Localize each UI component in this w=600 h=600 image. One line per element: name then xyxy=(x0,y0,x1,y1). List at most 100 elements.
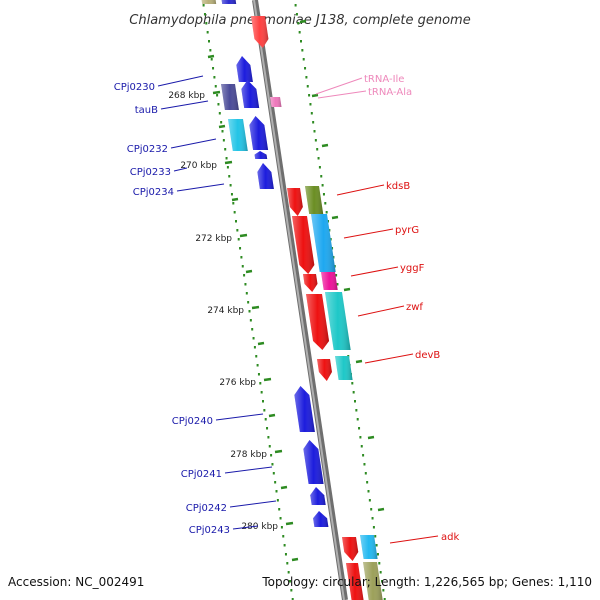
gene-feature-red-3[interactable] xyxy=(303,274,318,292)
gene-label-cpj0234[interactable]: CPj0234 xyxy=(133,187,174,198)
gene-zwf[interactable] xyxy=(325,292,351,350)
gene-feature-top-left[interactable] xyxy=(201,0,217,4)
scale-dot xyxy=(233,211,236,214)
scale-tick-major xyxy=(239,233,248,238)
scale-tick-minor xyxy=(257,341,265,346)
gene-label-zwf[interactable]: zwf xyxy=(406,302,423,313)
scale-tick-major xyxy=(285,521,294,526)
gene-cpj0243[interactable] xyxy=(313,511,329,527)
scale-dot xyxy=(321,184,324,187)
scale-label-272: 272 kbp xyxy=(195,234,232,244)
gene-label-cpj0232[interactable]: CPj0232 xyxy=(127,144,168,155)
gene-feature-top-red[interactable] xyxy=(251,16,269,48)
gene-cpj0242[interactable] xyxy=(310,487,326,505)
scale-dot xyxy=(205,22,208,25)
scale-tick-minor xyxy=(268,413,276,418)
scale-dot xyxy=(206,31,209,34)
gene-adk-adjacent[interactable] xyxy=(360,535,378,559)
gene-label-cpj0230[interactable]: CPj0230 xyxy=(114,82,155,93)
gene-devb[interactable] xyxy=(335,356,353,380)
scale-dot xyxy=(314,139,317,142)
scale-dot xyxy=(287,571,290,574)
gene-label-kdsb[interactable]: kdsB xyxy=(386,181,410,192)
scale-dot xyxy=(232,202,235,205)
gene-label-cpj0241[interactable]: CPj0241 xyxy=(181,469,222,480)
gene-feature-red-5[interactable] xyxy=(317,359,332,381)
gene-label-pyrg[interactable]: pyrG xyxy=(395,225,419,236)
gene-cpj0232-adjacent[interactable] xyxy=(249,116,269,150)
scale-dot xyxy=(375,544,378,547)
scale-dot xyxy=(241,265,244,268)
gene-cpj0234[interactable] xyxy=(257,163,274,189)
gene-feature-red-4[interactable] xyxy=(306,294,330,350)
gene-features xyxy=(201,0,383,600)
connector-yggf xyxy=(350,266,399,277)
scale-dot xyxy=(370,508,373,511)
gene-feature-bottom-red[interactable] xyxy=(346,563,364,600)
scale-dot xyxy=(230,193,233,196)
gene-feature-red-2[interactable] xyxy=(292,216,315,274)
scale-tick-minor xyxy=(245,269,253,274)
scale-dot xyxy=(270,454,273,457)
scale-dot xyxy=(294,4,297,7)
scale-dot xyxy=(226,166,229,169)
scale-dot xyxy=(220,121,223,124)
gene-trna-ile-ala[interactable] xyxy=(270,97,282,107)
scale-dot xyxy=(381,580,383,583)
scale-dot xyxy=(244,283,247,286)
gene-label-yggf[interactable]: yggF xyxy=(400,263,425,274)
connector-cpj0241 xyxy=(224,466,273,474)
connector-zwf xyxy=(357,305,405,317)
gene-feature-top-right[interactable] xyxy=(221,0,237,4)
gene-yggf[interactable] xyxy=(321,272,338,290)
connector-cpj0240 xyxy=(215,413,264,421)
gene-kdsb[interactable] xyxy=(305,186,324,214)
scale-dot xyxy=(312,121,315,124)
gene-taub-adjacent[interactable] xyxy=(241,80,260,108)
scale-label-276: 276 kbp xyxy=(219,378,256,388)
scale-dot xyxy=(256,364,259,367)
scale-tick-major xyxy=(263,377,272,382)
gene-cpj0230[interactable] xyxy=(236,56,253,82)
gene-label-cpj0243[interactable]: CPj0243 xyxy=(189,525,230,536)
gene-cpj0233[interactable] xyxy=(254,151,268,159)
gene-label-devb[interactable]: devB xyxy=(415,350,440,361)
scale-dot xyxy=(268,445,271,448)
scale-tick-major xyxy=(251,305,260,310)
scale-dot xyxy=(355,409,358,412)
scale-dot xyxy=(209,49,212,52)
scale-tick-minor xyxy=(331,215,339,220)
scale-dot xyxy=(245,292,248,295)
connector-trna-ala xyxy=(317,90,367,99)
scale-dot xyxy=(217,103,220,106)
left-gene-labels: CPj0230 tauB CPj0232 CPj0233 CPj0234 CPj… xyxy=(114,82,230,536)
gene-cpj0232[interactable] xyxy=(228,119,248,151)
gene-pyrg[interactable] xyxy=(311,214,336,272)
gene-adk[interactable] xyxy=(342,537,359,561)
gene-taub[interactable] xyxy=(221,84,239,110)
connector-adk xyxy=(389,535,439,544)
gene-label-adk[interactable]: adk xyxy=(441,532,459,543)
gene-feature-bottom-olive[interactable] xyxy=(363,562,383,600)
gene-feature-red-1[interactable] xyxy=(287,188,303,216)
scale-dot xyxy=(305,76,308,79)
gene-label-cpj0242[interactable]: CPj0242 xyxy=(186,503,227,514)
scale-dot xyxy=(376,553,379,556)
scale-dot xyxy=(263,409,266,412)
scale-dot xyxy=(302,58,305,61)
gene-label-taub[interactable]: tauB xyxy=(135,105,158,116)
scale-dot xyxy=(364,472,367,475)
gene-cpj0241[interactable] xyxy=(303,440,324,484)
scale-dot xyxy=(320,175,323,178)
scale-dot xyxy=(247,301,250,304)
right-gene-labels: tRNA-Ile tRNA-Ala kdsB pyrG yggF zwf dev… xyxy=(364,74,459,543)
gene-label-cpj0240[interactable]: CPj0240 xyxy=(172,416,213,427)
gene-cpj0240[interactable] xyxy=(294,386,315,432)
gene-label-trna-ile[interactable]: tRNA-Ile xyxy=(364,74,404,85)
gene-label-cpj0233[interactable]: CPj0233 xyxy=(130,167,171,178)
scale-dot xyxy=(236,229,239,232)
scale-dot xyxy=(322,193,325,196)
scale-dot xyxy=(239,247,242,250)
gene-label-trna-ala[interactable]: tRNA-Ala xyxy=(368,87,412,98)
scale-dot xyxy=(363,463,366,466)
